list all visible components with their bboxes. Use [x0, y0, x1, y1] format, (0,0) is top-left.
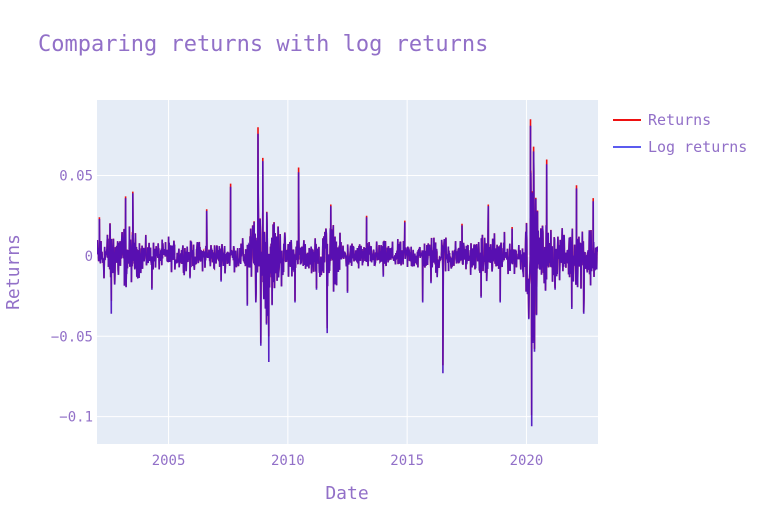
- y-axis-label: Returns: [3, 234, 24, 310]
- y-tick-labels: 0.05 0 −0.05 −0.1: [51, 169, 93, 426]
- y-tick-label: 0: [85, 249, 93, 265]
- y-tick-label: −0.1: [59, 410, 93, 426]
- legend-label: Log returns: [648, 138, 747, 156]
- legend[interactable]: Returns Log returns: [613, 111, 747, 156]
- x-tick-label: 2005: [152, 453, 186, 469]
- y-tick-label: 0.05: [59, 169, 93, 185]
- series-layer: [97, 119, 598, 427]
- y-tick-label: −0.05: [51, 329, 93, 345]
- x-tick-labels: 2005 2010 2015 2020: [152, 453, 544, 469]
- legend-item[interactable]: Log returns: [613, 138, 747, 156]
- x-tick-label: 2010: [271, 453, 305, 469]
- series-line-log-returns: [97, 125, 598, 427]
- x-axis-label: Date: [325, 483, 368, 504]
- legend-label: Returns: [648, 111, 711, 129]
- chart-title: Comparing returns with log returns: [38, 32, 488, 57]
- legend-item[interactable]: Returns: [613, 111, 711, 129]
- x-tick-label: 2020: [510, 453, 544, 469]
- x-tick-label: 2015: [390, 453, 424, 469]
